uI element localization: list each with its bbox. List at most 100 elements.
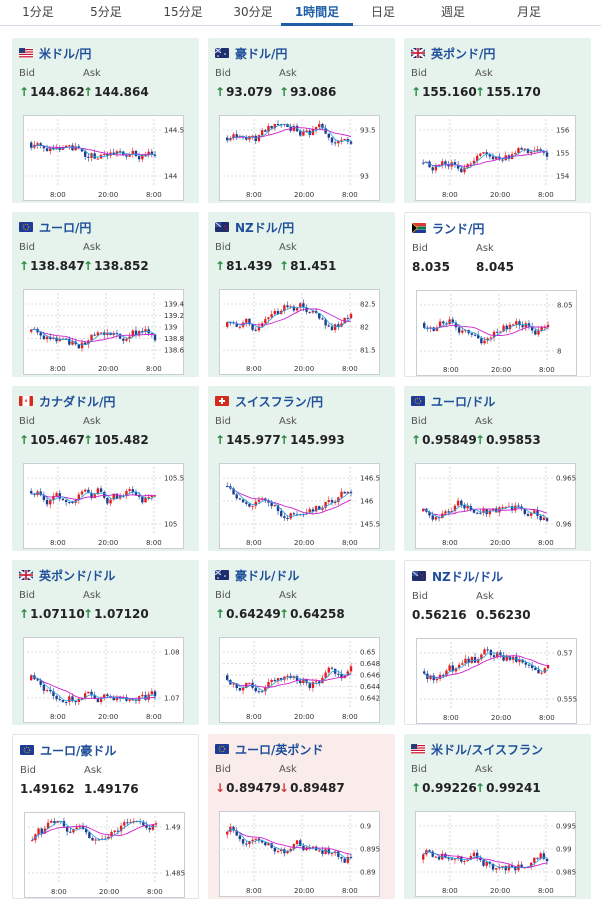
tab-2[interactable]: 15分足 xyxy=(163,5,203,19)
candle-body xyxy=(520,864,523,868)
candle-body xyxy=(442,321,445,324)
price-chart[interactable]: 82.5 82 81.5 8:00 20:00 8:00 xyxy=(219,289,380,375)
tab-6[interactable]: 週足 xyxy=(440,5,465,19)
y-tick-label: 0.99 xyxy=(556,846,572,854)
pair-name[interactable]: ユーロ/英ポンド xyxy=(235,742,324,757)
ask-price: 105.482 xyxy=(94,433,149,447)
pair-name[interactable]: ユーロ/豪ドル xyxy=(40,743,117,758)
candle-body xyxy=(90,691,93,696)
y-tick-label: 0.57 xyxy=(557,650,573,658)
pair-title-link[interactable]: 豪ドル/円 xyxy=(215,45,287,61)
candle-body xyxy=(311,682,315,688)
pair-name[interactable]: 英ポンド/ドル xyxy=(39,568,116,583)
x-tick-label: 8:00 xyxy=(442,887,458,895)
pair-name[interactable]: ランド/円 xyxy=(432,221,485,236)
y-tick-label: 144 xyxy=(164,173,178,181)
price-chart[interactable]: 146.5 146 145.5 8:00 20:00 8:00 xyxy=(219,463,380,549)
tab-7[interactable]: 月足 xyxy=(516,5,541,19)
x-tick-label: 8:00 xyxy=(146,713,162,721)
y-tick-label: 0.985 xyxy=(556,869,576,877)
tab-5[interactable]: 日足 xyxy=(370,5,395,19)
candle-body xyxy=(422,508,425,512)
pair-title-link[interactable]: ランド/円 xyxy=(412,220,484,236)
candle-body xyxy=(422,854,425,860)
price-chart[interactable]: 156 155 154 8:00 20:00 8:00 xyxy=(415,115,576,201)
tab-1[interactable]: 5分足 xyxy=(90,5,122,19)
price-chart[interactable]: 0.65 0.648 0.646 0.644 0.642 8:00 20:00 8:00 xyxy=(219,637,381,723)
candle-body xyxy=(142,821,145,826)
price-chart[interactable]: 0.965 0.96 8:00 20:00 8:00 xyxy=(415,463,576,549)
pair-title-link[interactable]: カナダドル/円 xyxy=(19,393,115,409)
pair-name[interactable]: 豪ドル/円 xyxy=(235,46,288,61)
pair-name[interactable]: スイスフラン/円 xyxy=(235,394,324,409)
pair-title-link[interactable]: ユーロ/英ポンド xyxy=(215,741,323,757)
pair-name[interactable]: カナダドル/円 xyxy=(39,394,116,409)
candle-body xyxy=(93,494,96,499)
pair-title-link[interactable]: ユーロ/豪ドル xyxy=(20,742,116,758)
candle-body xyxy=(241,687,245,691)
pair-title-link[interactable]: NZドル/円 xyxy=(215,219,294,235)
pair-name[interactable]: NZドル/ドル xyxy=(432,569,504,584)
pair-name[interactable]: 米ドル/円 xyxy=(39,46,92,61)
rate-card: 米ドル/スイスフラン Bid Ask ↑0.99226 ↑0.99241 0.9… xyxy=(404,734,591,899)
bid-label: Bid xyxy=(412,591,428,602)
pair-title-link[interactable]: ユーロ/円 xyxy=(19,219,91,235)
candle-body xyxy=(68,501,71,503)
pair-name[interactable]: 米ドル/スイスフラン xyxy=(431,742,544,757)
up-arrow-icon: ↑ xyxy=(279,607,290,621)
price-chart[interactable]: 0.9 0.895 0.89 8:00 20:00 8:00 xyxy=(219,811,380,897)
pair-name[interactable]: 英ポンド/円 xyxy=(431,46,496,61)
pair-name[interactable]: ユーロ/円 xyxy=(39,220,92,235)
pair-title-link[interactable]: NZドル/ドル xyxy=(412,568,503,584)
x-tick-label: 20:00 xyxy=(99,888,119,896)
bid-label: Bid xyxy=(19,68,35,79)
pair-title-link[interactable]: 英ポンド/ドル xyxy=(19,567,115,583)
candle-body xyxy=(153,154,157,156)
tab-3[interactable]: 30分足 xyxy=(233,5,273,19)
candle-body xyxy=(238,835,242,840)
x-tick-label: 20:00 xyxy=(491,366,511,374)
candle-body xyxy=(83,489,87,492)
price-chart[interactable]: 139.4 139.2 139 138.8 138.6 8:00 20:00 8:00 xyxy=(23,289,185,375)
pair-title-link[interactable]: ユーロ/ドル xyxy=(411,393,495,409)
price-chart[interactable]: 105.5 105 8:00 20:00 8:00 xyxy=(23,463,184,549)
candle-body xyxy=(456,856,460,859)
pair-title-link[interactable]: 英ポンド/円 xyxy=(411,45,495,61)
pair-name[interactable]: 豪ドル/ドル xyxy=(235,568,300,583)
candle-body xyxy=(257,135,261,142)
price-chart[interactable]: 0.995 0.99 0.985 8:00 20:00 8:00 xyxy=(415,811,576,897)
pair-title-link[interactable]: 豪ドル/ドル xyxy=(215,567,299,583)
tab-4[interactable]: 1時間足 xyxy=(281,0,353,26)
candle-body xyxy=(461,330,464,333)
candle-body xyxy=(125,697,128,701)
candle-body xyxy=(546,324,550,328)
candle-body xyxy=(327,667,330,673)
candle-body xyxy=(537,670,540,674)
candle-body xyxy=(492,655,496,657)
candle-body xyxy=(78,826,82,828)
pair-title-link[interactable]: スイスフラン/円 xyxy=(215,393,323,409)
price-chart[interactable]: 0.57 0.555 8:00 20:00 8:00 xyxy=(416,638,577,724)
candle-body xyxy=(422,162,425,164)
x-tick-label: 8:00 xyxy=(246,539,262,547)
pair-title-link[interactable]: 米ドル/円 xyxy=(19,45,91,61)
candle-body xyxy=(491,156,495,160)
candle-body xyxy=(533,510,536,514)
price-chart[interactable]: 1.49 1.485 8:00 20:00 8:00 xyxy=(24,812,185,898)
candle-body xyxy=(49,690,52,692)
pair-title-link[interactable]: 米ドル/スイスフラン xyxy=(411,741,543,757)
price-chart[interactable]: 1.08 1.07 8:00 20:00 8:00 xyxy=(23,637,184,723)
candle-body xyxy=(543,327,547,329)
candle-body xyxy=(302,679,305,684)
rate-card: 英ポンド/ドル Bid Ask ↑1.07110 ↑1.07120 1.08 1.… xyxy=(12,560,199,725)
price-chart[interactable]: 93.5 93 8:00 20:00 8:00 xyxy=(219,115,380,201)
candle-body xyxy=(115,696,119,701)
candle-body xyxy=(505,325,508,330)
tab-0[interactable]: 1分足 xyxy=(22,5,54,19)
pair-name[interactable]: ユーロ/ドル xyxy=(431,394,496,409)
price-chart[interactable]: 8.05 8 8:00 20:00 8:00 xyxy=(416,290,577,376)
pair-name[interactable]: NZドル/円 xyxy=(235,220,295,235)
candle-body xyxy=(489,337,493,339)
timeframe-tabs: 1分足 5分足 15分足 30分足 1時間足 日足 週足 月足 xyxy=(0,0,601,26)
price-chart[interactable]: 144.5 144 8:00 20:00 8:00 xyxy=(23,115,184,201)
